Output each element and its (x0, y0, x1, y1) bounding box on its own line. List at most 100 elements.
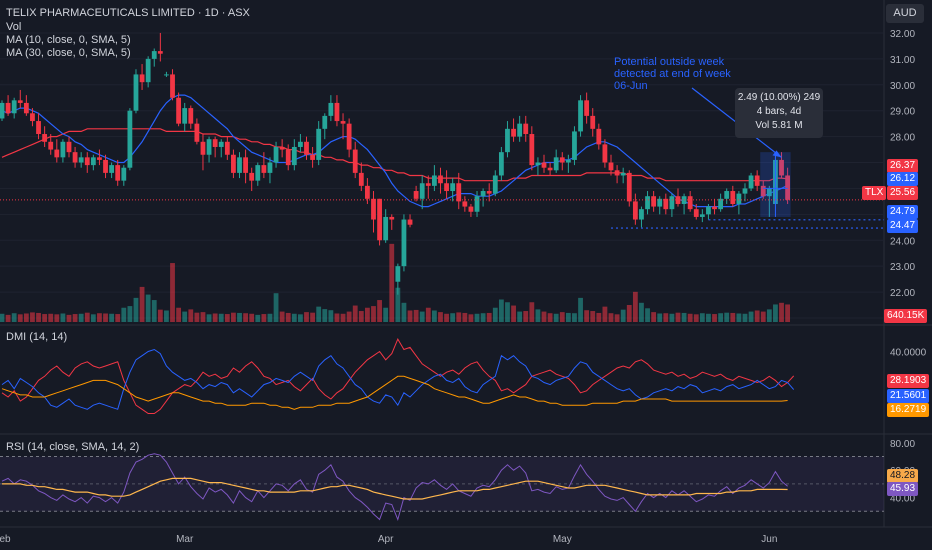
candle-body (42, 134, 48, 142)
candle-body (224, 141, 230, 155)
volume-bar (304, 312, 309, 322)
volume-bar (340, 313, 346, 322)
rsi-legend: RSI (14, close, SMA, 14, 2) (6, 441, 140, 453)
volume-bar (529, 302, 535, 322)
volume-bar (224, 314, 230, 322)
candle-body (474, 196, 480, 212)
dmi-tick-label: 40.0000 (890, 348, 927, 359)
candle-body (639, 209, 644, 220)
volume-bar (310, 312, 315, 322)
volume-bar (0, 313, 5, 322)
volume-bar (596, 312, 602, 322)
volume-bar (395, 287, 401, 322)
candle-body (30, 113, 35, 122)
candle-body (249, 172, 255, 181)
volume-bar (724, 312, 730, 322)
volume-bar (742, 313, 748, 322)
candle-body (712, 206, 717, 210)
dmi-minus-line (1, 337, 795, 414)
candle-body (157, 51, 163, 54)
tooltip-bars: 4 bars, 4d (756, 106, 802, 117)
volume-bar (450, 313, 456, 322)
candle-body (760, 185, 766, 197)
candle-body (127, 110, 133, 168)
outside-week-note: Potential outside week detected at end o… (614, 56, 731, 92)
candle-body (170, 74, 175, 98)
volume-bar (170, 263, 175, 322)
candle-body (480, 191, 486, 197)
candle-body (60, 141, 66, 158)
volume-bar (474, 313, 480, 322)
volume-bar (748, 311, 754, 322)
candle-body (36, 121, 41, 135)
candle-body (316, 128, 322, 160)
rsi-ma-value-tag: 48.28 (887, 469, 919, 483)
ma30-legend: MA (30, close, 0, SMA, 5) (6, 47, 131, 59)
candle-body (559, 157, 565, 163)
volume-bar (620, 309, 626, 322)
candle-body (352, 149, 358, 173)
volume-bar (541, 311, 547, 322)
dmi-plus-line (1, 348, 795, 410)
volume-bar (84, 312, 90, 322)
candle-body (736, 193, 742, 204)
candle-body (139, 74, 145, 83)
candle-body (590, 115, 596, 129)
candle-body (48, 141, 54, 150)
currency-button[interactable]: AUD (886, 4, 924, 23)
volume-bar (127, 306, 133, 322)
price-tick-label: 23.00 (890, 262, 915, 273)
volume-bar (699, 313, 705, 322)
candle-body (425, 183, 431, 186)
volume-bar (712, 314, 717, 322)
volume-bar (30, 312, 35, 322)
candle-body (608, 162, 614, 171)
candle-body (523, 123, 529, 135)
volume-bar (176, 307, 182, 322)
volume-bar (462, 312, 468, 322)
candle-body (468, 206, 474, 212)
annotation-arrowhead (772, 150, 782, 158)
candle-body (498, 152, 504, 176)
volume-bar (78, 313, 84, 322)
volume-bar (517, 311, 523, 322)
volume-bar (279, 311, 285, 322)
dmi-plus-tag: 21.5601 (887, 389, 930, 403)
candle-body (304, 141, 309, 155)
candle-body (176, 97, 182, 124)
rsi-line (1, 453, 788, 522)
volume-bar (419, 311, 425, 322)
candle-body (261, 165, 267, 173)
volume-bar (535, 309, 541, 322)
adx-line (1, 375, 788, 410)
volume-bar (182, 311, 188, 322)
volume-bar (632, 291, 638, 322)
price-tick-label: 24.00 (890, 236, 915, 247)
candle-body (614, 170, 620, 176)
candle-body (206, 139, 212, 155)
time-tick-label: Apr (378, 534, 394, 545)
candle-body (133, 74, 139, 111)
candle-body (456, 183, 462, 202)
candle-body (584, 100, 590, 116)
candle-body (578, 100, 583, 132)
candle-body (401, 219, 407, 267)
candle-body (669, 196, 675, 210)
level-high-tag: 24.79 (887, 205, 919, 219)
candle-body (164, 74, 169, 76)
rsi-tick-label: 80.00 (890, 439, 915, 450)
candle-body (779, 159, 784, 176)
volume-bar (383, 307, 389, 322)
candle-body (328, 102, 334, 116)
volume-bar (188, 309, 194, 322)
rsi-value-tag: 45.93 (887, 482, 919, 496)
volume-bar (590, 311, 596, 322)
volume-bar (11, 313, 17, 322)
volume-bar (486, 312, 492, 322)
candle-body (90, 157, 96, 166)
volume-bar (444, 313, 449, 322)
time-tick-label: Jun (761, 534, 777, 545)
time-tick-label: Feb (0, 534, 11, 545)
volume-bar (425, 307, 431, 322)
